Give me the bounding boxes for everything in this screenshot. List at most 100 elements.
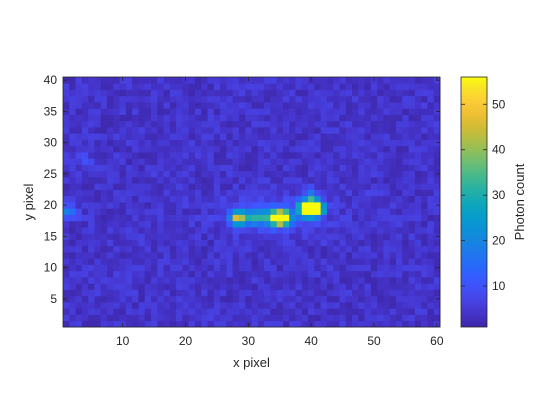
heatmap-cell <box>295 108 302 115</box>
heatmap-cell <box>82 240 89 247</box>
heatmap-cell <box>226 252 233 259</box>
heatmap-cell <box>151 177 158 184</box>
heatmap-cell <box>258 177 265 184</box>
heatmap-cell <box>120 140 127 147</box>
heatmap-cell <box>333 133 340 140</box>
heatmap-cell <box>264 171 271 178</box>
heatmap-cell <box>346 308 353 315</box>
heatmap-cell <box>264 258 271 265</box>
heatmap-cell <box>63 246 70 253</box>
heatmap-cell <box>63 115 70 122</box>
heatmap-cell <box>289 115 296 122</box>
heatmap-cell <box>415 90 422 97</box>
heatmap-cell <box>132 240 139 247</box>
heatmap-cell <box>383 202 390 209</box>
heatmap-cell <box>302 315 309 322</box>
heatmap-cell <box>383 246 390 253</box>
heatmap-cell <box>69 246 76 253</box>
heatmap-cell <box>245 146 252 153</box>
heatmap-cell <box>182 265 189 272</box>
heatmap-cell <box>82 277 89 284</box>
heatmap-cell <box>321 277 328 284</box>
heatmap-cell <box>245 196 252 203</box>
heatmap-cell <box>415 202 422 209</box>
heatmap-cell <box>233 227 240 234</box>
heatmap-cell <box>302 271 309 278</box>
heatmap-cell <box>409 108 416 115</box>
heatmap-cell <box>126 90 133 97</box>
heatmap-cell <box>396 277 403 284</box>
heatmap-cell <box>176 165 183 172</box>
heatmap-cell <box>415 127 422 134</box>
heatmap-cell <box>333 252 340 259</box>
heatmap-cell <box>195 283 202 290</box>
heatmap-cell <box>409 308 416 315</box>
heatmap-cell <box>365 208 372 215</box>
heatmap-cell <box>226 152 233 159</box>
heatmap-cell <box>314 302 321 309</box>
heatmap-cell <box>421 146 428 153</box>
heatmap-cell <box>233 221 240 228</box>
heatmap-cell <box>283 90 290 97</box>
heatmap-cell <box>327 277 334 284</box>
heatmap-cell <box>126 283 133 290</box>
heatmap-cell <box>333 315 340 322</box>
heatmap-cell <box>226 177 233 184</box>
heatmap-cell <box>371 177 378 184</box>
heatmap-cell <box>421 208 428 215</box>
heatmap-cell <box>427 171 434 178</box>
heatmap-cell <box>352 140 359 147</box>
heatmap-cell <box>120 221 127 228</box>
heatmap-cell <box>189 146 196 153</box>
heatmap-cell <box>371 258 378 265</box>
heatmap-cell <box>170 221 177 228</box>
heatmap-cell <box>63 165 70 172</box>
heatmap-cell <box>176 208 183 215</box>
heatmap-cell <box>295 221 302 228</box>
heatmap-cell <box>201 283 208 290</box>
heatmap-cell <box>396 115 403 122</box>
heatmap-cell <box>94 240 101 247</box>
heatmap-cell <box>157 240 164 247</box>
heatmap-cell <box>264 215 271 222</box>
heatmap-cell <box>145 77 152 84</box>
heatmap-cell <box>283 108 290 115</box>
heatmap-cell <box>76 108 83 115</box>
heatmap-cell <box>120 152 127 159</box>
heatmap-cell <box>170 283 177 290</box>
heatmap-cell <box>101 83 108 90</box>
heatmap-cell <box>226 102 233 109</box>
heatmap-cell <box>126 296 133 303</box>
heatmap-cell <box>258 108 265 115</box>
heatmap-cell <box>220 102 227 109</box>
heatmap-cell <box>164 102 171 109</box>
heatmap-cell <box>371 90 378 97</box>
heatmap-cell <box>201 177 208 184</box>
heatmap-cell <box>252 215 259 222</box>
heatmap-cell <box>145 283 152 290</box>
heatmap-cell <box>434 308 441 315</box>
heatmap-cell <box>201 96 208 103</box>
heatmap-cell <box>327 158 334 165</box>
heatmap-cell <box>189 133 196 140</box>
heatmap-cell <box>151 108 158 115</box>
heatmap-cell <box>314 96 321 103</box>
heatmap-cell <box>182 252 189 259</box>
heatmap-cell <box>138 190 145 197</box>
heatmap-cell <box>390 183 397 190</box>
heatmap-cell <box>170 127 177 134</box>
heatmap-cell <box>145 258 152 265</box>
heatmap-cell <box>220 252 227 259</box>
heatmap-cell <box>302 96 309 103</box>
heatmap-cell <box>327 308 334 315</box>
heatmap-cell <box>170 277 177 284</box>
heatmap-cell <box>107 133 114 140</box>
heatmap-cell <box>88 96 95 103</box>
heatmap-cell <box>82 271 89 278</box>
heatmap-cell <box>283 115 290 122</box>
heatmap-cell <box>277 265 284 272</box>
heatmap-cell <box>176 202 183 209</box>
heatmap-cell <box>88 290 95 297</box>
heatmap-cell <box>358 152 365 159</box>
heatmap-cell <box>132 265 139 272</box>
